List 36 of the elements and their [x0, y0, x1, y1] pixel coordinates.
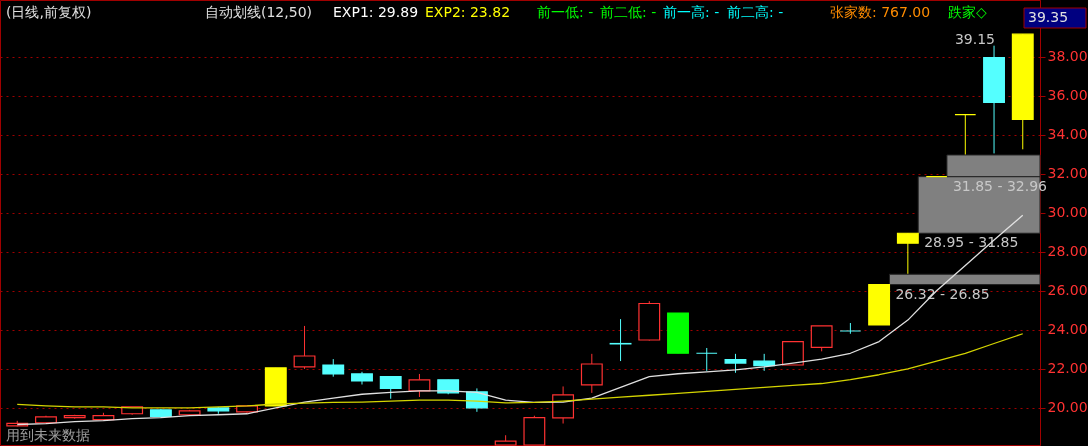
annotation: 自动划线(12,50): [205, 4, 313, 20]
y-tick-label: 34.00: [1047, 126, 1088, 143]
candlestick: [954, 113, 977, 156]
candlestick: [810, 325, 833, 352]
annotation: 39.15: [954, 31, 995, 47]
line-series: [16, 214, 1024, 426]
annotation: 前二高: -: [727, 4, 784, 20]
candlestick: [580, 353, 603, 394]
chart-title: (日线,前复权): [6, 4, 92, 20]
candlestick: [695, 347, 718, 372]
y-tick-label: 28.00: [1047, 243, 1088, 260]
annotation: 前二低: -: [600, 4, 657, 20]
y-tick-label: 22.00: [1047, 360, 1088, 377]
candlestick: [293, 325, 316, 370]
y-tick-label: 32.00: [1047, 165, 1088, 182]
annotation: 张家数: 767.00: [830, 4, 931, 20]
annotation: 前一低: -: [537, 4, 594, 20]
y-tick-label: 20.00: [1047, 399, 1088, 416]
line-series: [16, 333, 1024, 409]
candlestick: [379, 376, 402, 400]
annotation: 前一高: -: [663, 4, 720, 20]
candlestick: [896, 232, 919, 275]
annotation: 39.35: [1028, 9, 1069, 25]
candlestick: [724, 353, 747, 374]
annotation: EXP1: 29.89: [333, 4, 419, 20]
y-tick-label: 24.00: [1047, 321, 1088, 338]
band-label: 26.32 - 26.85: [895, 285, 990, 302]
annotation: 跌家◇: [948, 4, 987, 20]
annotation: 用到未来数据: [6, 427, 90, 443]
y-tick-label: 36.00: [1047, 87, 1088, 104]
candlestick: [408, 373, 431, 398]
y-tick-label: 30.00: [1047, 204, 1088, 221]
y-tick-label: 38.00: [1047, 48, 1088, 65]
y-tick-label: 26.00: [1047, 282, 1088, 299]
annotation: EXP2: 23.82: [425, 4, 511, 20]
candlestick: [609, 318, 632, 362]
